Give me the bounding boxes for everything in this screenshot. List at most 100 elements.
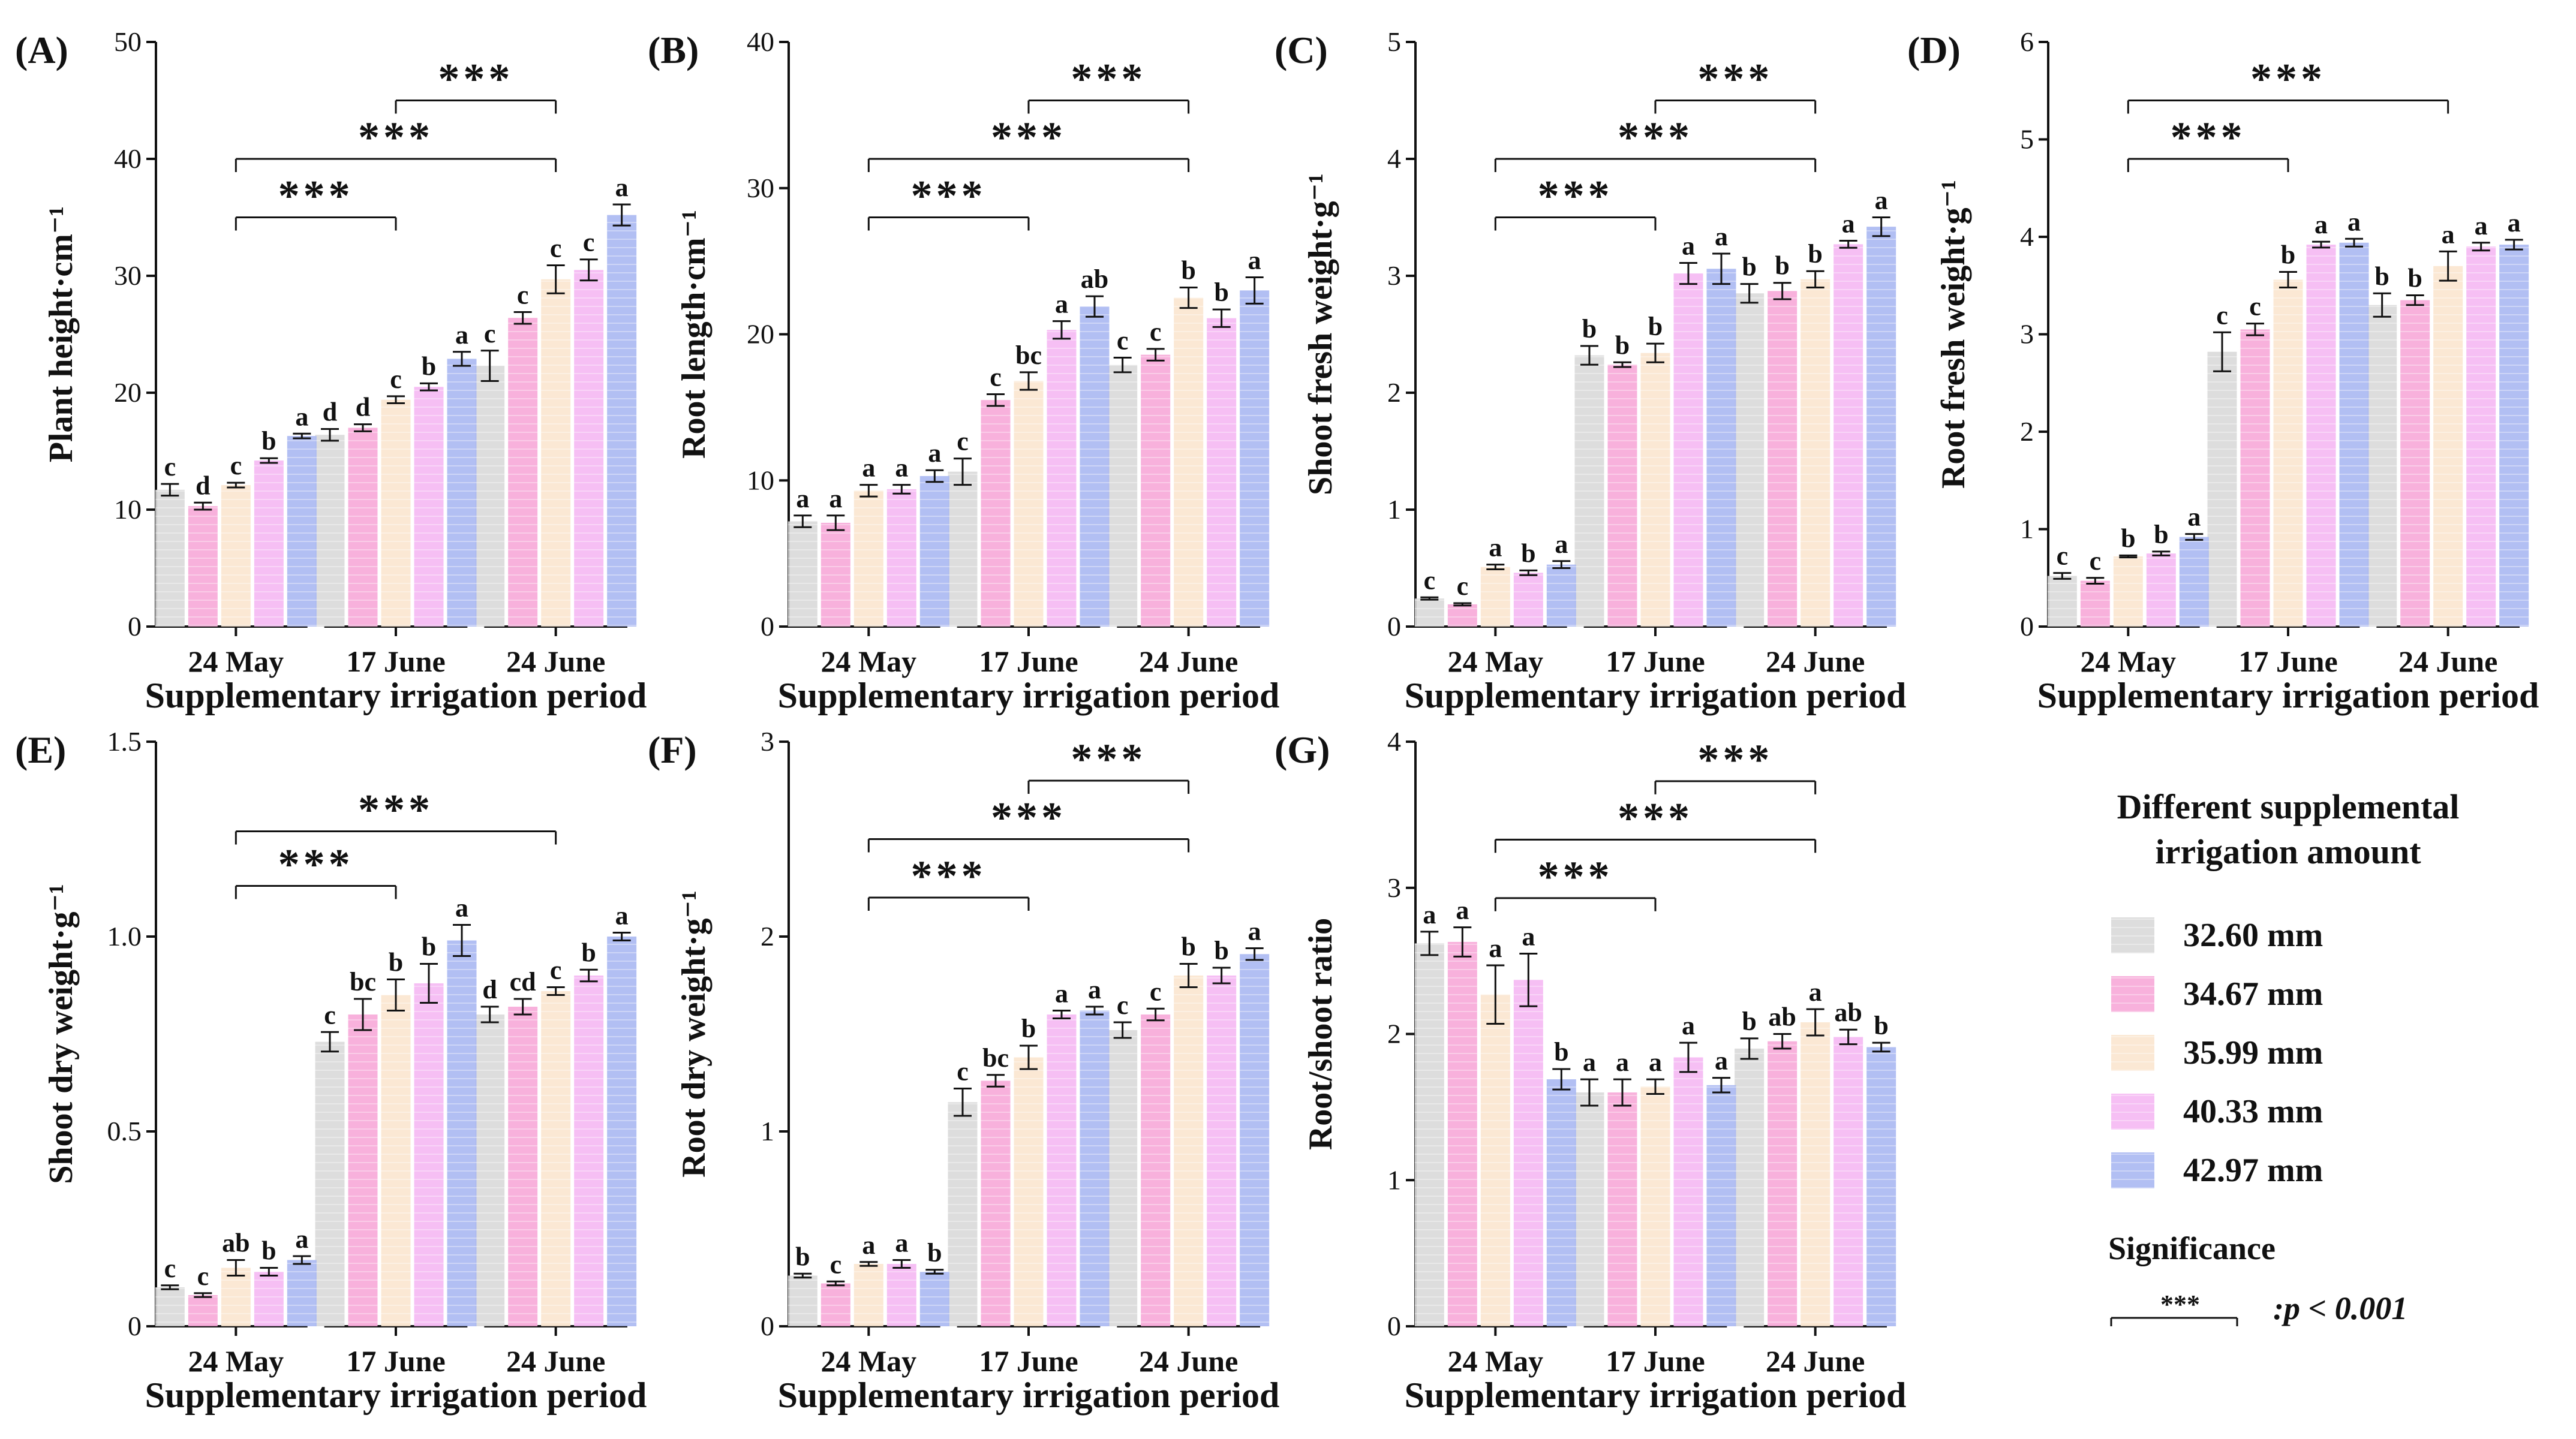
significance-letter: ab — [222, 1229, 250, 1258]
bar-texture — [1801, 1022, 1830, 1326]
y-tick-label: 1 — [2020, 514, 2034, 544]
significance-letter: a — [1522, 922, 1535, 951]
significance-letter: a — [455, 320, 468, 350]
significance-letter: c — [1150, 977, 1162, 1006]
y-tick-label: 0 — [1387, 611, 1401, 642]
significance-letter: a — [1489, 533, 1502, 562]
x-category-label: 24 May — [1447, 1344, 1543, 1378]
significance-letter: a — [1456, 896, 1469, 925]
bar-texture — [2400, 300, 2430, 627]
significance-letter: a — [1715, 1046, 1728, 1076]
x-category-label: 24 June — [2398, 645, 2497, 678]
bar-texture — [919, 1272, 949, 1326]
y-tick-label: 10 — [114, 494, 142, 525]
comparison-stars: *** — [1071, 735, 1146, 783]
bar-texture — [948, 471, 978, 627]
bar-texture — [607, 937, 637, 1326]
y-tick-label: 30 — [747, 173, 774, 203]
y-tick-label: 10 — [747, 465, 774, 495]
bar-texture — [1480, 994, 1510, 1326]
significance-letter: b — [2154, 520, 2168, 549]
comparison-stars: *** — [991, 794, 1066, 842]
significance-letter: c — [1150, 317, 1162, 347]
significance-letter: b — [1181, 932, 1195, 962]
bar-texture — [2179, 537, 2209, 627]
significance-letter: c — [583, 228, 595, 257]
bar-texture — [1574, 355, 1604, 627]
significance-letter: b — [261, 426, 276, 456]
significance-letter: a — [2347, 207, 2361, 236]
significance-letter: ab — [1834, 998, 1862, 1027]
significance-letter: b — [581, 938, 596, 967]
legend-swatch-texture — [2111, 1035, 2154, 1071]
x-category-label: 24 May — [820, 645, 916, 678]
significance-letter: a — [1555, 529, 1568, 559]
x-category-label: 24 May — [2080, 645, 2176, 678]
significance-letter: b — [1554, 1037, 1568, 1067]
x-category-label: 24 June — [1766, 645, 1865, 678]
legend-items: 32.60 mm 34.67 mm 35.99 mm 40.33 mm 42.97 mm — [2111, 917, 2323, 1189]
significance-letter: c — [164, 1254, 176, 1283]
legend-swatch-texture — [2111, 1152, 2154, 1188]
significance-letter: a — [862, 1230, 875, 1260]
significance-stars: *** — [2160, 1290, 2200, 1319]
significance-letter: ab — [1768, 1003, 1796, 1032]
bar-texture — [221, 485, 251, 627]
y-tick-label: 4 — [1387, 726, 1401, 757]
significance-letter: a — [615, 173, 629, 202]
bar-texture — [1513, 573, 1543, 627]
x-category-label: 17 June — [1606, 1344, 1705, 1378]
y-tick-label: 0 — [761, 611, 774, 642]
p-value-label: :p < 0.001 — [2273, 1290, 2407, 1326]
significance-letter: d — [196, 471, 210, 500]
significance-letter: d — [356, 393, 370, 422]
panel-label: (C) — [1275, 29, 1328, 71]
significance-letter: b — [422, 932, 436, 962]
x-category-label: 24 May — [820, 1344, 916, 1378]
x-category-label: 24 June — [506, 1344, 605, 1378]
significance-letter: a — [928, 438, 941, 468]
x-axis-title: Supplementary irrigation period — [1405, 676, 1907, 715]
bar-texture — [1574, 1092, 1604, 1326]
bar-texture — [981, 400, 1011, 627]
y-tick-label: 5 — [1387, 26, 1401, 57]
y-tick-label: 3 — [2020, 319, 2034, 350]
bar-texture — [787, 521, 817, 627]
bar-texture — [2499, 245, 2529, 627]
bar-texture — [574, 270, 604, 627]
y-tick-label: 3 — [1387, 872, 1401, 903]
significance-letter: b — [1021, 1014, 1036, 1043]
bar-texture — [886, 489, 916, 627]
bar-texture — [541, 279, 571, 627]
y-tick-label: 0 — [761, 1311, 774, 1341]
chart-panel: (A) 0 10 20 30 40 50 Plant height·cm⁻¹ 24 May 17 … — [15, 26, 647, 715]
significance-letter: b — [1214, 278, 1228, 307]
significance-letter: a — [1682, 231, 1695, 261]
bar-texture — [1414, 943, 1444, 1326]
bar-texture — [1673, 1057, 1703, 1326]
chart-panel: (E) 0 0.5 1.0 1.5 Shoot dry weight·g⁻¹ 24 May 1… — [15, 726, 647, 1415]
bar-texture — [1240, 954, 1270, 1326]
bar-texture — [1546, 1079, 1576, 1326]
significance-letter: b — [2407, 264, 2422, 293]
comparison-stars: *** — [358, 113, 434, 161]
panel-label: (G) — [1275, 728, 1330, 771]
significance-letter: b — [1521, 538, 1535, 568]
bar-texture — [475, 366, 505, 627]
significance-letter: a — [295, 402, 308, 431]
significance-letter: a — [1875, 186, 1888, 215]
comparison-stars: *** — [1538, 172, 1613, 220]
chart-panel: (G) 0 1 2 3 4 Root/shoot ratio 24 May 17 June 24 … — [1275, 726, 1906, 1415]
bar-texture — [1640, 353, 1670, 627]
bar-texture — [1706, 1085, 1736, 1326]
bar-texture — [2433, 266, 2463, 627]
bar-texture — [1047, 1014, 1077, 1326]
y-tick-label: 30 — [114, 260, 142, 291]
y-tick-label: 1.5 — [107, 726, 142, 757]
y-tick-label: 2 — [1387, 377, 1401, 408]
significance-letter: c — [1424, 565, 1436, 595]
significance-letter: a — [1248, 245, 1261, 275]
bar-texture — [188, 1295, 218, 1326]
y-axis-label: Root dry weight·g⁻¹ — [675, 890, 713, 1178]
